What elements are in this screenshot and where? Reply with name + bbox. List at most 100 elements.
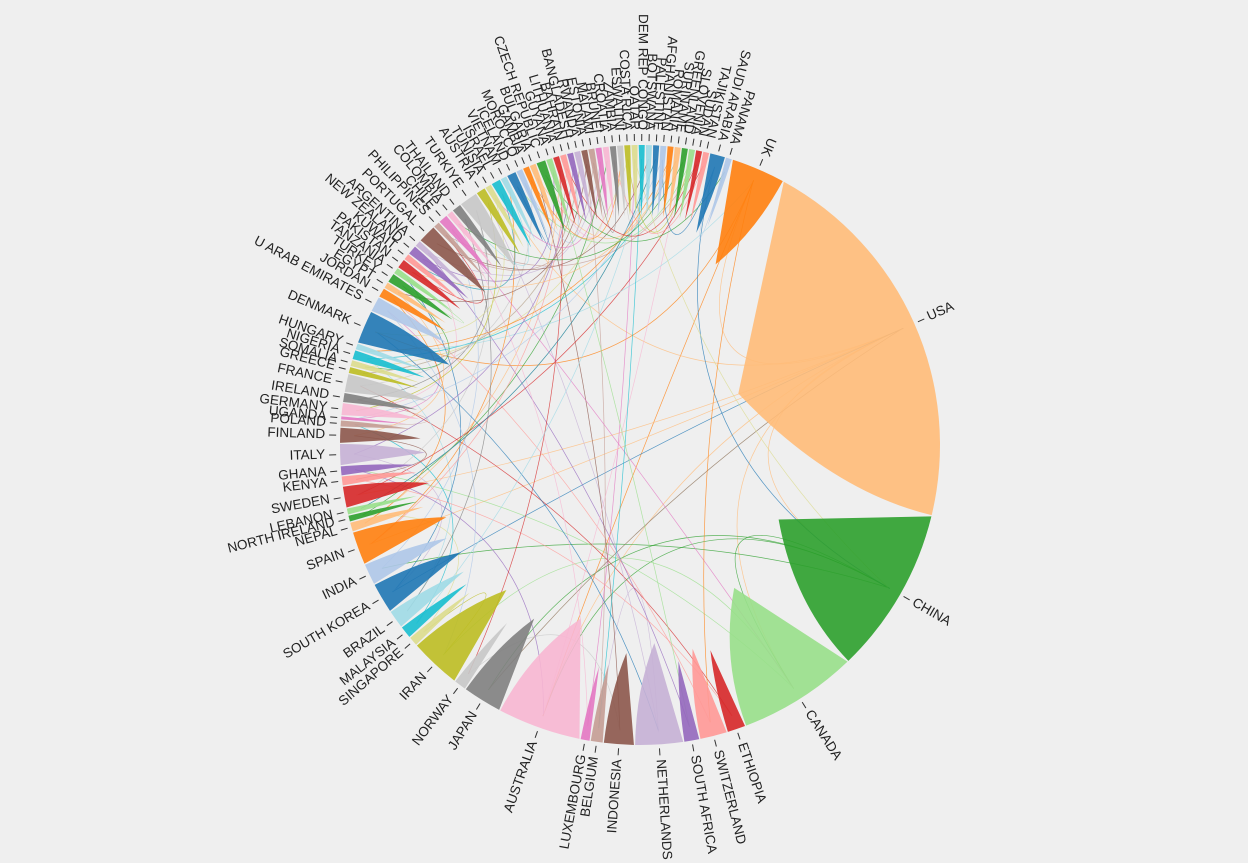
label-kenya: KENYA	[282, 474, 328, 494]
group-croatia-segment	[602, 146, 614, 218]
tick-luxembourg	[582, 743, 585, 751]
label-poland: POLAND	[270, 410, 327, 429]
group-argentina-segment	[415, 241, 471, 292]
tick-spain	[347, 549, 355, 553]
group-singapore-segment	[410, 592, 470, 645]
tick-turkey	[381, 271, 388, 277]
hairline-north-ireland	[362, 160, 608, 516]
tick-colombia	[442, 204, 448, 211]
group-egypt-segment	[384, 282, 446, 324]
hairline-rwanda	[363, 165, 581, 374]
tick-somalia	[340, 359, 348, 363]
group-portugal-segment	[420, 227, 486, 293]
label-australia: AUSTRALIA	[501, 739, 540, 815]
hairline-indonesia	[537, 177, 621, 731]
group-hungary-segment	[355, 343, 424, 370]
tick-canada	[801, 701, 807, 709]
label-brunei: BRUNEI	[583, 81, 605, 134]
tick-egypt	[376, 278, 384, 284]
tick-philippines	[428, 216, 435, 223]
group-lithuania-segment	[553, 156, 576, 225]
group-australia-segment	[500, 618, 581, 739]
hairline-south-africa	[427, 252, 690, 727]
group-greece-segment	[348, 367, 418, 388]
group-uk-segment	[715, 159, 783, 265]
tick-iran	[426, 666, 433, 673]
group-luxembourg-segment	[580, 666, 600, 741]
tick-gambia	[521, 157, 525, 165]
tick-suriname	[677, 136, 680, 144]
group-israel-segment	[491, 179, 532, 248]
label-dem-rep-congo: DEM REP CONGO	[635, 14, 651, 130]
group-qatar-segment	[631, 145, 638, 216]
group-botswana-segment	[645, 145, 652, 216]
group-japan-segment	[465, 618, 535, 710]
label-romania: ROMANIA	[666, 68, 687, 132]
group-estonia-segment	[581, 149, 598, 220]
group-usa-segment	[738, 181, 941, 516]
hairline-ethiopia	[360, 385, 733, 716]
tick-uk	[759, 159, 764, 166]
label-canada: CANADA	[802, 707, 845, 763]
label-zambia: ZAMBIA	[600, 80, 619, 131]
group-italy-segment	[339, 444, 426, 466]
label-japan: JAPAN	[445, 708, 480, 752]
tick-greece	[338, 366, 346, 370]
tick-tanzania	[386, 263, 393, 269]
group-malaysia-segment	[401, 584, 467, 637]
label-eswatini: ESWATINI	[608, 67, 627, 132]
group-north-ireland-segment	[348, 501, 418, 522]
tick-malawi	[589, 138, 592, 146]
hairline-jordan	[364, 299, 446, 524]
tick-nepal	[340, 527, 348, 531]
label-china: CHINA	[910, 595, 954, 629]
tick-morocco	[514, 160, 519, 167]
group-iran-segment	[416, 590, 507, 681]
label-iran: IRAN	[396, 669, 429, 703]
hairline-new-zealand	[422, 172, 555, 282]
tick-ghana	[330, 470, 338, 473]
tick-ethiopia	[737, 732, 741, 740]
hairline-sudan	[566, 164, 697, 237]
label-india: INDIA	[320, 573, 359, 602]
tick-croatia	[603, 135, 606, 144]
tick-switzerland	[714, 739, 717, 747]
group-vietnam-segment	[500, 176, 536, 241]
tick-u-arab-emirates	[365, 298, 372, 303]
group-norway-segment	[455, 623, 507, 689]
group-tanzania-segment	[394, 268, 454, 312]
hairline-switzerland	[393, 299, 711, 723]
tick-israel	[490, 172, 495, 179]
group-uganda-segment	[341, 416, 407, 424]
tick-india	[359, 575, 366, 580]
tick-denmark	[353, 322, 361, 326]
group-bahrain-segment	[560, 154, 581, 224]
hairline-croatia	[545, 160, 608, 238]
hairline-belgium	[586, 163, 606, 729]
tick-pakistan	[391, 256, 399, 262]
hairline-greenland	[458, 162, 684, 261]
group-brunei-segment	[595, 147, 609, 218]
group-canada-segment	[729, 587, 848, 726]
hairline-netherlands	[487, 202, 659, 731]
tick-south-africa	[692, 744, 695, 752]
hairline-portugal	[436, 159, 649, 270]
group-philippines-segment	[434, 222, 485, 277]
label-netherlands: NETHERLANDS	[654, 759, 675, 860]
group-turkey-segment	[388, 274, 453, 320]
tick-turkiye	[461, 189, 467, 196]
tick-slovenia	[692, 138, 695, 146]
label-croatia: CROATIA	[591, 72, 613, 132]
hairline-tunisia	[376, 198, 505, 336]
label-ethiopia: ETHIOPIA	[735, 741, 769, 805]
group-gambia-segment	[523, 166, 553, 234]
tick-ireland	[332, 395, 340, 398]
group-belgium-segment	[590, 665, 609, 743]
group-colombia-segment	[447, 211, 495, 268]
label-south-africa: SOUTH AFRICA	[688, 754, 720, 855]
hairline-palestine	[360, 159, 656, 509]
tick-kenya	[331, 481, 339, 483]
tick-lebanon	[336, 512, 344, 515]
label-costa-rica: COSTA RICA	[617, 49, 635, 130]
